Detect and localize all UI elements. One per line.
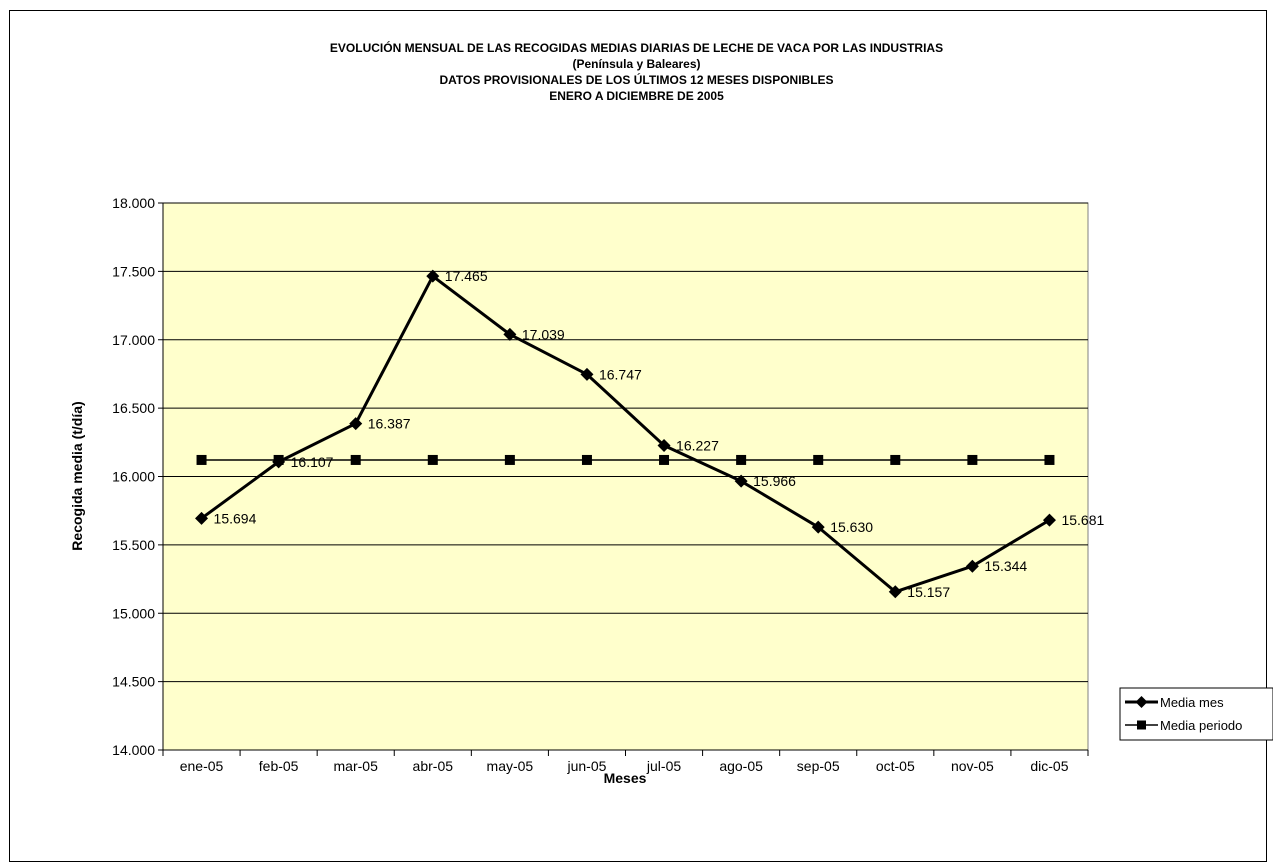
marker-media-mes xyxy=(580,367,594,381)
x-tick-label: jul-05 xyxy=(646,758,681,774)
marker-media-periodo xyxy=(350,454,361,465)
legend-box xyxy=(1119,687,1273,741)
data-label: 15.344 xyxy=(984,558,1027,574)
marker-media-mes xyxy=(888,585,902,599)
x-tick-label: feb-05 xyxy=(259,758,299,774)
legend-marker-square xyxy=(1137,720,1146,730)
data-label: 15.630 xyxy=(830,519,873,535)
data-label: 16.227 xyxy=(676,437,719,453)
marker-media-mes xyxy=(734,474,748,488)
legend-marker-diamond xyxy=(1135,696,1148,708)
data-label: 16.107 xyxy=(291,454,334,470)
marker-media-periodo xyxy=(890,454,901,465)
marker-media-mes xyxy=(349,417,363,431)
data-label: 15.157 xyxy=(907,584,950,600)
data-label: 17.039 xyxy=(522,326,565,342)
y-tick-label: 15.500 xyxy=(112,537,155,553)
data-label: 17.465 xyxy=(445,268,488,284)
legend: Media mes Media periodo xyxy=(1119,687,1273,741)
marker-media-periodo xyxy=(427,454,438,465)
marker-media-periodo xyxy=(196,454,207,465)
legend-label-media-mes: Media mes xyxy=(1160,695,1224,710)
x-tick-label: dic-05 xyxy=(1030,758,1068,774)
marker-media-mes xyxy=(1042,513,1056,527)
data-label: 15.694 xyxy=(214,510,257,526)
x-axis-ticks: ene-05 feb-05 mar-05 abr-05 may-05 jun-05 jul-… xyxy=(162,750,1089,774)
data-label: 16.387 xyxy=(368,416,411,432)
marker-media-mes xyxy=(657,438,671,452)
x-tick-label: mar-05 xyxy=(334,758,379,774)
data-label: 15.681 xyxy=(1061,512,1104,528)
x-axis-label: Meses xyxy=(604,770,647,786)
data-label: 15.966 xyxy=(753,473,796,489)
marker-media-mes xyxy=(426,269,440,283)
marker-media-periodo xyxy=(967,454,978,465)
series-layer xyxy=(195,269,1056,599)
marker-media-periodo xyxy=(504,454,515,465)
y-tick-label: 14.500 xyxy=(112,674,155,690)
y-axis-label: Recogida media (t/día) xyxy=(69,401,85,550)
marker-media-periodo xyxy=(813,454,824,465)
marker-media-periodo xyxy=(736,454,747,465)
y-tick-label: 16.500 xyxy=(112,400,155,416)
data-labels: 15.694 16.107 16.387 17.465 17.039 16.747 16.2… xyxy=(214,268,1105,600)
y-tick-label: 18.000 xyxy=(112,195,155,211)
y-tick-label: 15.000 xyxy=(112,605,155,621)
x-tick-label: nov-05 xyxy=(951,758,994,774)
marker-media-mes xyxy=(503,327,517,341)
marker-media-mes xyxy=(195,511,209,525)
chart-title-line-4: ENERO A DICIEMBRE DE 2005 xyxy=(549,89,724,103)
x-tick-label: may-05 xyxy=(487,758,534,774)
x-tick-label: ene-05 xyxy=(180,758,224,774)
x-tick-label: oct-05 xyxy=(876,758,915,774)
marker-media-periodo xyxy=(659,454,670,465)
chart-title-line-2: (Península y Baleares) xyxy=(572,57,701,71)
marker-media-periodo xyxy=(581,454,592,465)
chart-title: EVOLUCIÓN MENSUAL DE LAS RECOGIDAS MEDIA… xyxy=(0,40,1273,104)
series-line-media-mes xyxy=(200,274,1051,594)
gridlines xyxy=(163,202,1088,683)
y-tick-label: 16.000 xyxy=(112,469,155,485)
y-tick-label: 17.000 xyxy=(112,332,155,348)
x-tick-label: sep-05 xyxy=(797,758,840,774)
chart-title-line-3: DATOS PROVISIONALES DE LOS ÚLTIMOS 12 ME… xyxy=(439,73,834,87)
y-axis-ticks: 14.000 14.500 15.000 15.500 16.000 16.500 17.0… xyxy=(112,195,163,758)
marker-media-mes xyxy=(811,520,825,534)
legend-label-media-periodo: Media periodo xyxy=(1160,718,1242,733)
marker-media-periodo xyxy=(1044,454,1055,465)
marker-media-mes xyxy=(272,455,286,469)
x-tick-label: jun-05 xyxy=(566,758,606,774)
x-tick-label: ago-05 xyxy=(719,758,763,774)
data-label: 16.747 xyxy=(599,366,642,382)
y-tick-label: 14.000 xyxy=(112,742,155,758)
chart-title-line-1: EVOLUCIÓN MENSUAL DE LAS RECOGIDAS MEDIA… xyxy=(329,41,944,55)
marker-media-mes xyxy=(965,559,979,573)
x-tick-label: abr-05 xyxy=(413,758,454,774)
y-tick-label: 17.500 xyxy=(112,263,155,279)
